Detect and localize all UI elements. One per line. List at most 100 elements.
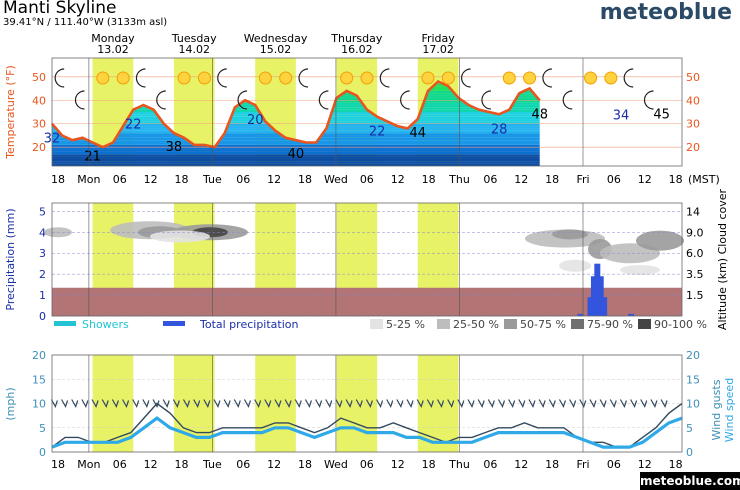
sun-icon — [197, 71, 211, 85]
brand-logo[interactable]: meteoblue — [599, 0, 732, 25]
wind-direction-arrow — [172, 399, 180, 408]
sun-icon — [523, 71, 537, 85]
wind-direction-arrow — [548, 399, 556, 408]
x-tick-label: 18 — [51, 458, 65, 471]
wind-direction-arrow — [447, 399, 455, 408]
temperature-label: 20 — [247, 113, 264, 128]
moon-icon — [298, 68, 309, 88]
precipitation-axis-label: Precipitation (mm) — [4, 208, 17, 310]
sun-icon — [441, 71, 455, 85]
cloud-legend-swatch — [370, 319, 383, 329]
precip-tick-left: 0 — [39, 310, 46, 323]
wind-tick-right: 20 — [686, 349, 700, 362]
wind-direction-arrow — [50, 399, 58, 408]
x-tick-label: 12 — [391, 458, 405, 471]
x-tick-label: 12 — [638, 173, 652, 186]
moon-icon — [74, 90, 85, 110]
wind-direction-arrow — [416, 399, 424, 408]
cloud-legend-label: 90-100 % — [654, 318, 707, 331]
wind-tick-right: 10 — [686, 398, 700, 411]
x-tick-label: Tue — [202, 458, 222, 471]
temperature-line — [51, 79, 541, 149]
showers-legend-label: Showers — [82, 318, 129, 331]
temperature-label: 34 — [613, 108, 630, 123]
wind-direction-arrow — [142, 399, 150, 408]
wind-direction-arrow — [223, 399, 231, 408]
wind-direction-arrow — [335, 399, 343, 408]
x-tick-label: Mon — [77, 173, 100, 186]
wind-direction-arrow — [213, 399, 221, 408]
x-tick-label: Wed — [324, 458, 348, 471]
altitude-tick-right: 3.5 — [686, 268, 704, 281]
cloud-legend-label: 5-25 % — [386, 318, 425, 331]
x-tick-label: 12 — [514, 173, 528, 186]
moon-icon — [237, 90, 248, 110]
moon-icon — [54, 68, 65, 88]
temperature-label: 22 — [369, 125, 386, 140]
footer-brand[interactable]: meteoblue.com — [640, 472, 740, 490]
day-name: Tuesday — [171, 32, 217, 45]
altitude-tick-right: 9.0 — [686, 226, 704, 239]
wind-direction-arrow — [406, 399, 414, 408]
temperature-label: 21 — [84, 150, 101, 165]
x-tick-label: 06 — [483, 458, 497, 471]
x-tick-label: 12 — [638, 458, 652, 471]
wind-direction-arrow — [355, 399, 363, 408]
day-name: Monday — [91, 32, 135, 45]
moon-icon — [379, 68, 390, 88]
temperature-label: 28 — [491, 122, 508, 137]
wind-direction-arrow — [569, 399, 577, 408]
wind-direction-arrow — [630, 399, 638, 408]
altitude-tick-right: 14 — [686, 205, 700, 218]
temperature-label: 45 — [653, 107, 670, 122]
wind-direction-arrow — [589, 399, 597, 408]
sun-icon — [421, 71, 435, 85]
wind-direction-arrow — [436, 399, 445, 408]
precip-tick-left: 4 — [39, 226, 46, 239]
altitude-axis-label: Altitude (km) Cloud cover — [716, 188, 729, 330]
x-tick-label: 06 — [113, 458, 127, 471]
wind-direction-arrow — [365, 399, 373, 408]
day-name: Wednesday — [244, 32, 308, 45]
wind-direction-arrow — [132, 399, 140, 408]
temp-tick-right: 50 — [686, 71, 700, 84]
temperature-label: 48 — [531, 107, 548, 122]
wind-tick-left: 15 — [32, 373, 46, 386]
wind-speed-axis-label: Wind speed — [723, 378, 736, 442]
x-tick-label: 12 — [391, 173, 405, 186]
x-tick-label: 12 — [144, 173, 158, 186]
wind-tick-left: 0 — [39, 446, 46, 459]
location-coordinates: 39.41°N / 111.40°W (3133m asl) — [3, 17, 168, 28]
x-tick-label: 06 — [360, 458, 374, 471]
x-tick-label: 18 — [51, 173, 65, 186]
wind-direction-arrow — [111, 399, 119, 408]
precipitation-panel-frame — [51, 202, 683, 317]
temperature-axis-label: Temperature (°F) — [4, 65, 17, 160]
total-precip-legend-swatch — [163, 321, 185, 326]
precipitation-bar — [601, 297, 608, 316]
showers-legend-swatch — [54, 321, 76, 326]
wind-direction-arrow — [660, 399, 668, 408]
wind-tick-right: 15 — [686, 373, 700, 386]
temp-tick-right: 20 — [686, 141, 700, 154]
wind-direction-arrow — [264, 399, 272, 408]
wind-direction-arrow — [487, 399, 495, 408]
x-tick-label: Tue — [202, 173, 222, 186]
temperature-label: 44 — [410, 126, 427, 141]
x-tick-label: 12 — [144, 458, 158, 471]
sun-icon — [96, 71, 110, 85]
wind-direction-arrow — [325, 399, 333, 408]
sun-icon — [177, 71, 191, 85]
x-tick-label: 06 — [236, 458, 250, 471]
wind-tick-right: 0 — [686, 446, 693, 459]
wind-direction-arrow — [304, 399, 312, 408]
precip-tick-left: 1 — [39, 289, 46, 302]
moon-icon — [643, 90, 654, 110]
wind-direction-arrow — [193, 399, 201, 408]
wind-direction-arrow — [497, 399, 506, 408]
sun-icon — [279, 71, 293, 85]
x-tick-label: Fri — [576, 458, 589, 471]
total-precip-legend-label: Total precipitation — [199, 318, 299, 331]
moon-icon — [217, 68, 227, 88]
sun-icon — [340, 71, 354, 85]
